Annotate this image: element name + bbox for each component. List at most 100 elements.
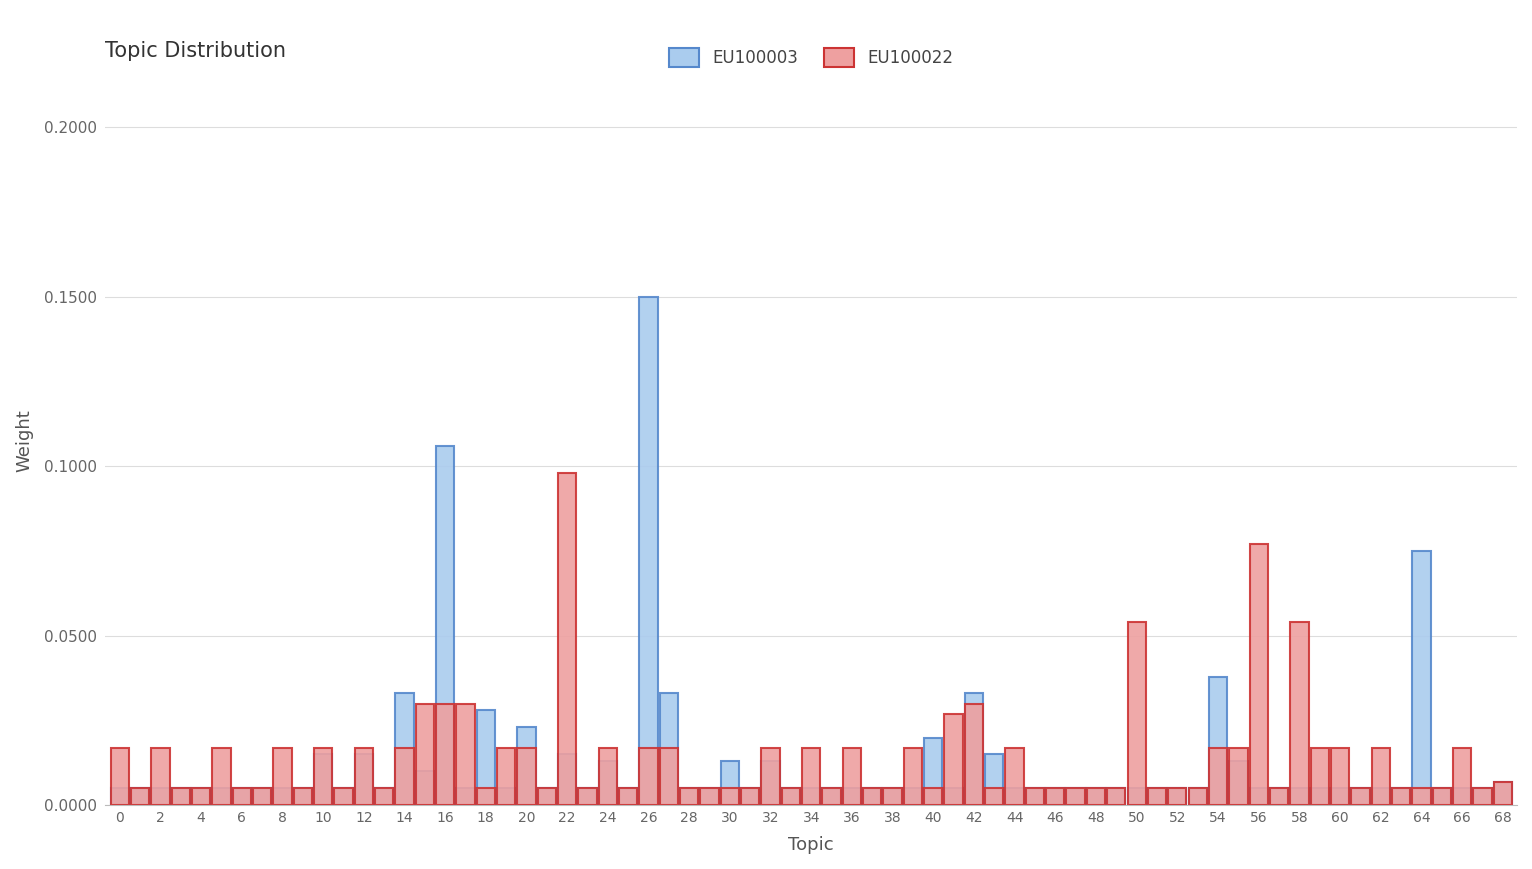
Bar (1209, 677, 1227, 806)
Bar (823, 788, 841, 806)
Bar (172, 788, 190, 806)
Bar (476, 711, 495, 806)
Bar (1494, 781, 1512, 806)
Bar (720, 788, 738, 806)
Bar (1128, 622, 1146, 806)
Bar (334, 788, 352, 806)
Bar (1290, 622, 1308, 806)
Bar (985, 788, 1003, 806)
Bar (192, 788, 210, 806)
Bar (294, 788, 313, 806)
Bar (761, 747, 780, 806)
Bar (415, 772, 434, 806)
Bar (863, 788, 881, 806)
Bar (253, 788, 271, 806)
Bar (1270, 788, 1288, 806)
Bar (660, 693, 679, 806)
Bar (639, 747, 657, 806)
Bar (110, 747, 129, 806)
Text: Topic Distribution: Topic Distribution (106, 41, 286, 61)
Bar (700, 788, 719, 806)
Bar (904, 747, 922, 806)
Bar (334, 788, 352, 806)
Bar (1086, 788, 1105, 806)
Bar (294, 788, 313, 806)
Bar (558, 473, 576, 806)
Bar (1046, 788, 1065, 806)
Bar (1209, 747, 1227, 806)
Bar (599, 747, 617, 806)
Bar (579, 788, 596, 806)
Bar (924, 788, 942, 806)
Bar (233, 788, 251, 806)
Bar (1169, 788, 1186, 806)
Bar (1452, 747, 1471, 806)
Bar (1128, 788, 1146, 806)
Bar (1494, 781, 1512, 806)
Bar (1229, 761, 1247, 806)
Bar (192, 788, 210, 806)
Bar (1026, 788, 1045, 806)
Bar (1005, 747, 1023, 806)
Bar (273, 788, 291, 806)
Bar (741, 788, 760, 806)
Bar (1026, 788, 1045, 806)
Bar (273, 747, 291, 806)
Bar (1270, 788, 1288, 806)
Bar (1005, 788, 1023, 806)
Bar (476, 788, 495, 806)
Bar (354, 747, 372, 806)
Bar (965, 693, 984, 806)
Bar (761, 761, 780, 806)
Bar (213, 788, 230, 806)
Bar (130, 788, 149, 806)
Bar (1147, 788, 1166, 806)
Bar (152, 747, 170, 806)
Bar (781, 788, 800, 806)
Bar (660, 747, 679, 806)
Bar (680, 788, 699, 806)
Bar (944, 788, 962, 806)
Bar (172, 788, 190, 806)
Bar (1413, 551, 1431, 806)
Bar (518, 727, 536, 806)
Bar (314, 747, 332, 806)
Legend: EU100003, EU100022: EU100003, EU100022 (663, 41, 959, 74)
Bar (863, 788, 881, 806)
Bar (1189, 788, 1207, 806)
Bar (619, 788, 637, 806)
Bar (843, 747, 861, 806)
Bar (496, 788, 515, 806)
Bar (1452, 788, 1471, 806)
Bar (599, 761, 617, 806)
Bar (395, 747, 414, 806)
Bar (619, 788, 637, 806)
Bar (720, 761, 738, 806)
Bar (415, 704, 434, 806)
Bar (375, 788, 394, 806)
Bar (354, 754, 372, 806)
Bar (639, 297, 657, 806)
Bar (1108, 788, 1126, 806)
Bar (558, 754, 576, 806)
Bar (924, 738, 942, 806)
Bar (1290, 788, 1308, 806)
Bar (985, 754, 1003, 806)
Bar (538, 788, 556, 806)
Bar (1432, 788, 1451, 806)
Bar (803, 747, 820, 806)
Bar (884, 788, 902, 806)
Bar (1331, 747, 1350, 806)
Bar (518, 747, 536, 806)
Bar (395, 693, 414, 806)
Bar (1351, 788, 1370, 806)
Bar (579, 788, 596, 806)
Bar (1250, 788, 1268, 806)
Bar (904, 788, 922, 806)
Bar (1474, 788, 1492, 806)
Bar (680, 788, 699, 806)
Bar (437, 704, 455, 806)
Bar (884, 788, 902, 806)
Bar (1393, 788, 1411, 806)
Bar (1310, 747, 1328, 806)
